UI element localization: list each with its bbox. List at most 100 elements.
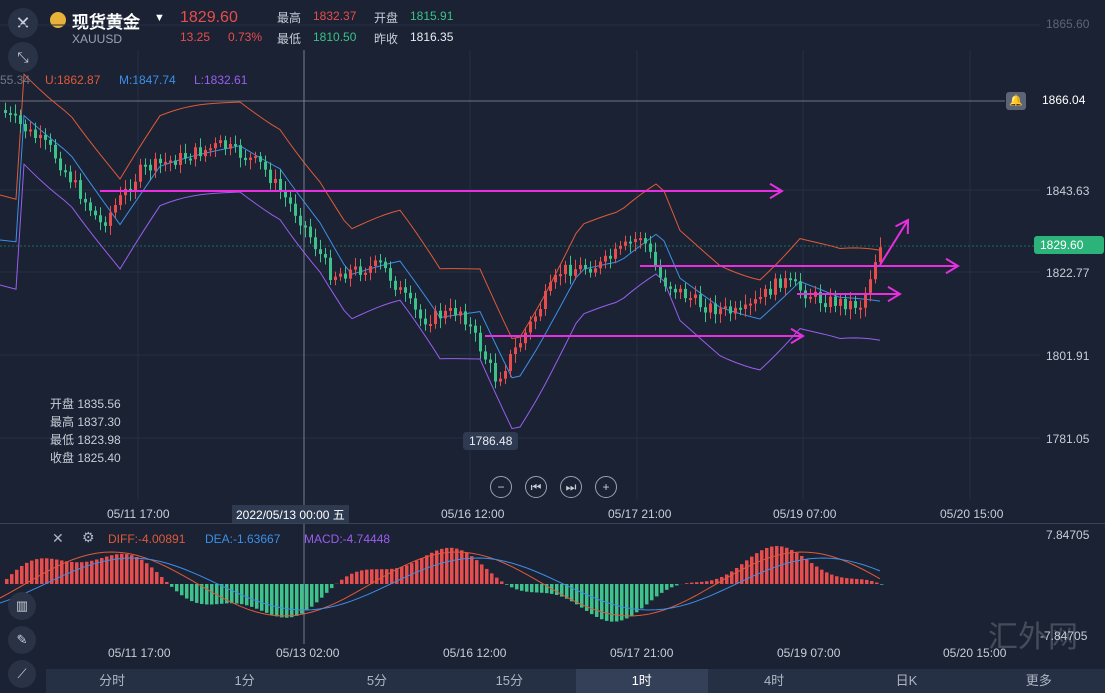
macd-bar <box>690 582 694 584</box>
macd-bar <box>395 568 399 584</box>
tab-fenshi[interactable]: 分时 <box>99 673 126 688</box>
macd-bar <box>95 559 99 584</box>
step-forward-button[interactable]: ⏭ <box>560 476 582 498</box>
candle <box>439 310 442 319</box>
candle <box>29 129 32 132</box>
candle <box>509 354 512 372</box>
candle <box>729 306 732 314</box>
macd-bar <box>210 584 214 605</box>
tab-daily[interactable]: 日K <box>895 673 918 688</box>
tab-1min[interactable]: 1分 <box>234 673 255 688</box>
macd-bar <box>685 583 689 584</box>
macd-bar <box>450 547 454 584</box>
draw-pen-icon[interactable]: ✎ <box>8 626 36 654</box>
macd-bar <box>280 584 284 618</box>
macd-bar <box>610 584 614 622</box>
candlestick-chart[interactable] <box>0 0 1105 530</box>
zoom-out-button[interactable]: − <box>490 476 512 498</box>
macd-bar <box>65 561 69 584</box>
macd-bar <box>595 584 599 617</box>
macd-bar <box>75 562 79 584</box>
macd-bar <box>810 563 814 584</box>
zoom-in-button[interactable]: + <box>595 476 617 498</box>
candle <box>4 110 7 114</box>
candle <box>119 195 122 206</box>
macd-bar <box>170 584 174 587</box>
macd-time-label: 05/13 02:00 <box>276 646 340 660</box>
ohlc-open: 开盘 1835.56 <box>50 397 121 411</box>
macd-bar <box>495 577 499 584</box>
macd-bar <box>615 584 619 622</box>
trend-arrow-head <box>945 257 960 275</box>
candle <box>434 310 437 324</box>
candle <box>694 294 697 299</box>
macd-bar <box>60 560 64 584</box>
candle <box>329 257 332 281</box>
expand-icon[interactable]: ⤡ <box>8 42 38 72</box>
macd-bar <box>805 559 809 584</box>
tab-5min[interactable]: 5分 <box>366 673 388 688</box>
macd-bar <box>360 570 364 584</box>
candle <box>244 157 247 161</box>
macd-bar <box>850 578 854 584</box>
macd-bar <box>330 584 334 589</box>
settings-gear-icon[interactable]: ⚙ <box>82 529 95 545</box>
trendline-tool-icon[interactable]: ⟋ <box>8 660 36 688</box>
tab-more[interactable]: 更多 <box>1025 673 1052 688</box>
macd-bar <box>140 559 144 584</box>
macd-bar <box>430 552 434 584</box>
candle <box>184 152 187 159</box>
macd-bar <box>750 556 754 584</box>
candle <box>754 299 757 304</box>
candle <box>394 280 397 290</box>
macd-bar <box>825 572 829 584</box>
candle <box>759 296 762 300</box>
candle <box>664 277 667 287</box>
high-label: 最高 <box>277 11 302 25</box>
candle <box>104 222 107 226</box>
candle <box>784 278 787 288</box>
mid-band <box>0 114 881 379</box>
candle <box>689 298 692 301</box>
macd-chart[interactable] <box>0 524 1105 669</box>
macd-bar <box>675 584 679 586</box>
candle <box>824 303 827 308</box>
candle <box>779 278 782 288</box>
candle <box>134 181 137 192</box>
candle <box>474 325 477 333</box>
prev-close-value: 1816.35 <box>410 30 454 44</box>
macd-diff: DIFF:-4.00891 <box>108 532 186 546</box>
chart-grid <box>0 24 1040 500</box>
close-indicator-icon[interactable]: ✕ <box>52 530 64 546</box>
macd-bar <box>80 562 84 584</box>
candle <box>209 148 212 151</box>
macd-bar <box>180 584 184 596</box>
macd-bar <box>125 554 129 584</box>
candle <box>234 144 237 147</box>
macd-bar <box>855 578 859 584</box>
step-back-button[interactable]: ⏮ <box>525 476 547 498</box>
candle <box>859 307 862 310</box>
macd-bar <box>445 547 449 584</box>
bell-icon[interactable]: 🔔 <box>1006 92 1026 110</box>
macd-bar <box>5 578 9 584</box>
macd-bar <box>800 555 804 584</box>
indicator-tool-icon[interactable]: ▥ <box>8 592 36 620</box>
candle <box>479 332 482 352</box>
tab-1hour[interactable]: 1时 <box>575 669 708 693</box>
dropdown-caret-icon[interactable]: ▼ <box>154 12 165 24</box>
candle <box>69 171 72 183</box>
candle <box>724 306 727 309</box>
candle <box>584 264 587 269</box>
candle <box>459 311 462 316</box>
candle <box>749 303 752 306</box>
candle <box>639 238 642 241</box>
crosshair-time-tag: 2022/05/13 00:00 五 <box>232 505 349 524</box>
tab-15min[interactable]: 15分 <box>495 673 524 688</box>
instrument-name[interactable]: 现货黄金 <box>72 13 140 32</box>
candle <box>659 265 662 278</box>
close-button[interactable]: ✕ <box>8 8 38 38</box>
tab-4hour[interactable]: 4时 <box>763 673 785 688</box>
prev-close-label: 昨收 <box>374 32 399 46</box>
candle <box>319 249 322 255</box>
